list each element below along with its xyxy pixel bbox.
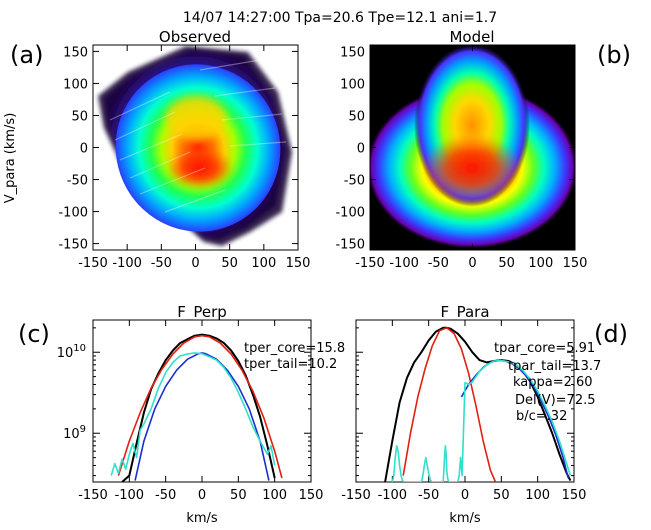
observed-upper-cap — [166, 96, 226, 140]
observed-ytick-label: 0 — [80, 142, 88, 157]
para-annotation-bc: b/c=.32 — [516, 409, 567, 424]
panel-label-d: (d) — [594, 320, 628, 348]
para-xtick-label: 100 — [525, 488, 550, 503]
observed-streaks — [109, 59, 287, 213]
observed-xtick-label: -50 — [151, 256, 172, 271]
model-xtick-label: 100 — [528, 256, 553, 271]
perp-xtick-label: -100 — [115, 488, 145, 503]
para-annotation-delv: Del(V)=72.5 — [515, 393, 596, 408]
para-xlabel: km/s — [449, 511, 481, 526]
para-series-line — [391, 359, 572, 482]
model-core — [422, 134, 522, 202]
perp-annotation-core: tper_core=15.8 — [244, 341, 345, 356]
perp-xtick-label: -150 — [78, 488, 108, 503]
para-xtick-label: -150 — [341, 488, 371, 503]
model-ytick-label: -50 — [344, 174, 365, 189]
model-ytick-label: 0 — [357, 142, 365, 157]
para-series-line — [384, 326, 572, 482]
model-xtick-label: 0 — [468, 256, 476, 271]
perp-series-layer — [110, 333, 283, 482]
perp-title: F_Perp — [177, 303, 227, 322]
model-xtick-label: 150 — [563, 256, 588, 271]
observed-title: Observed — [159, 28, 231, 46]
perp-series-line — [110, 352, 276, 476]
model-title: Model — [449, 28, 494, 46]
para-xtick-label: 150 — [562, 488, 587, 503]
para-title: F_Para — [440, 303, 489, 322]
model-ytick-label: -150 — [335, 238, 365, 253]
para-series-line — [402, 326, 497, 482]
model-ytick-label: -100 — [335, 206, 365, 221]
para-annotation-kappa: kappa=2.60 — [513, 375, 593, 390]
para-xtick-label: -100 — [378, 488, 408, 503]
model-heatmap — [369, 44, 576, 251]
observed-ylabel: V_para (km/s) — [3, 113, 18, 204]
observed-ytick-label: -100 — [58, 206, 88, 221]
para-annotation-core: tpar_core=5.91 — [494, 341, 595, 356]
perp-ytick-label: 109 — [63, 424, 86, 442]
panel-label-c: (c) — [18, 320, 50, 348]
observed-ytick-label: 50 — [71, 109, 88, 124]
model-xtick-label: 50 — [498, 256, 515, 271]
observed-xtick-label: 50 — [221, 256, 238, 271]
observed-ytick-label: -150 — [58, 238, 88, 253]
observed-core — [166, 146, 234, 190]
para-xtick-label: 50 — [493, 488, 510, 503]
observed-xtick-label: 0 — [191, 256, 199, 271]
panel-label-b: (b) — [597, 41, 631, 69]
observed-xtick-label: -100 — [112, 256, 142, 271]
observed-xtick-label: 150 — [286, 256, 311, 271]
observed-heatmap — [92, 44, 299, 251]
observed-xtick-label: -150 — [78, 256, 108, 271]
para-xtick-label: 0 — [461, 488, 469, 503]
figure-header: 14/07 14:27:00 Tpa=20.6 Tpe=12.1 ani=1.7 — [183, 10, 497, 26]
model-ytick-label: 150 — [340, 45, 365, 60]
axes-layer: -150 -100 -50 0 50 100 150 -150 -100 -50 0 50 100 150… — [57, 45, 588, 503]
perp-xtick-label: -50 — [155, 488, 176, 503]
perp-xtick-label: 100 — [262, 488, 287, 503]
model-xtick-label: -150 — [355, 256, 385, 271]
model-ytick-label: 50 — [348, 109, 365, 124]
perp-series-line — [117, 334, 283, 479]
perp-xtick-label: 0 — [198, 488, 206, 503]
observed-xtick-label: 100 — [251, 256, 276, 271]
perp-xtick-label: 50 — [230, 488, 247, 503]
observed-ytick-label: 100 — [63, 77, 88, 92]
observed-ytick-label: 150 — [63, 45, 88, 60]
perp-ytick-label: 1010 — [57, 343, 86, 361]
para-xtick-label: -50 — [418, 488, 439, 503]
observed-ytick-label: -50 — [67, 174, 88, 189]
panel-label-a: (a) — [10, 41, 43, 69]
para-annotation-tail: tpar_tail=13.7 — [508, 359, 601, 374]
model-xtick-label: -100 — [389, 256, 419, 271]
model-xtick-label: -50 — [428, 256, 449, 271]
perp-xtick-label: 150 — [299, 488, 324, 503]
perp-annotation-tail: tper_tail=10.2 — [244, 357, 337, 372]
para-series-layer — [384, 326, 572, 482]
model-ytick-label: 100 — [340, 77, 365, 92]
perp-xlabel: km/s — [186, 511, 218, 526]
